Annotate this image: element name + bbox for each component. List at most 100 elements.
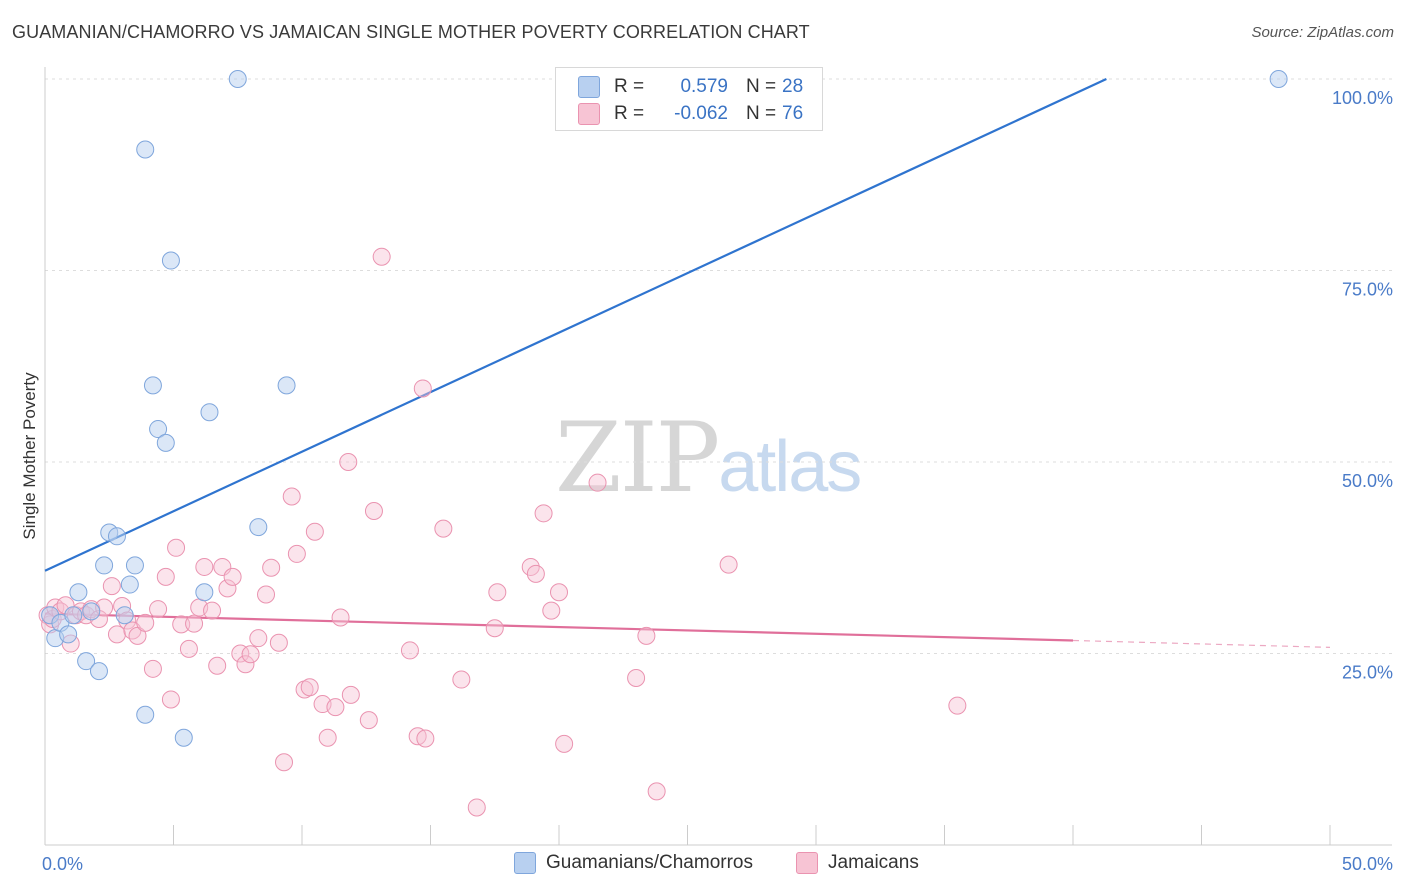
series-swatch-blue [514,852,536,874]
legend-row-jamaican: R = -0.062 N = 76 [578,101,803,127]
watermark-atlas: atlas [718,427,862,507]
series-name-guamanian: Guamanians/Chamorros [546,852,753,873]
data-point-jamaican [434,519,453,538]
data-point-guamanian [115,606,134,625]
series-name-jamaican: Jamaicans [828,852,919,873]
data-point-jamaican [300,678,319,697]
data-point-jamaican [416,729,435,748]
legend-r-label: R = [614,103,645,124]
data-point-guamanian [277,376,296,395]
data-point-jamaican [588,473,607,492]
data-point-jamaican [167,538,186,557]
y-tick-label: 25.0% [1342,663,1393,683]
data-point-jamaican [275,753,294,772]
data-point-jamaican [467,798,486,817]
data-point-guamanian [161,251,180,270]
grid-layer [45,78,1392,654]
data-point-jamaican [555,734,574,753]
data-point-jamaican [318,728,337,747]
data-point-jamaican [341,685,360,704]
data-point-guamanian [136,140,155,159]
data-point-jamaican [719,555,738,574]
data-point-jamaican [102,577,121,596]
data-point-guamanian [174,728,193,747]
data-point-guamanian [136,705,155,724]
data-point-jamaican [364,502,383,521]
data-point-jamaican [262,558,281,577]
legend-r-value: -0.062 [674,103,728,124]
data-point-jamaican [161,690,180,709]
label-layer: 25.0% 50.0% 75.0% 100.0% 0.0% 50.0% Single Mot… [20,88,1393,874]
y-axis-label: Single Mother Poverty [20,372,39,540]
trend-layer [44,78,1331,648]
x-tick-label: 50.0% [1342,854,1393,874]
data-point-jamaican [305,522,324,541]
data-point-guamanian [107,527,126,546]
data-point-guamanian [149,420,168,439]
data-point-jamaican [452,670,471,689]
data-point-guamanian [156,433,175,452]
data-point-jamaican [339,453,358,471]
data-point-jamaican [231,644,250,663]
data-point-jamaican [156,567,175,586]
data-point-jamaican [647,782,666,801]
data-point-jamaican [208,656,227,675]
data-point-jamaican [331,608,350,627]
data-point-jamaican [526,564,545,583]
y-tick-label: 100.0% [1332,88,1393,108]
data-point-jamaican [257,585,276,604]
data-point-jamaican [637,626,656,645]
legend-n-value: 28 [782,76,804,97]
data-point-guamanian [125,556,144,575]
data-point-jamaican [948,696,967,715]
data-point-jamaican [249,629,268,648]
data-point-guamanian [120,575,139,594]
watermark-zip: ZIP [555,402,720,514]
data-point-jamaican [287,544,306,563]
data-point-guamanian [228,70,247,88]
data-point-guamanian [249,518,268,537]
data-point-jamaican [236,655,255,674]
data-point-guamanian [64,606,83,625]
legend-swatch-pink [578,103,600,125]
trendline-guamanian [44,78,1107,572]
data-point-jamaican [185,614,204,633]
chart-title: GUAMANIAN/CHAMORRO VS JAMAICAN SINGLE MO… [12,22,810,42]
data-point-jamaican [179,639,198,658]
data-point-guamanian [59,625,78,644]
data-point-guamanian [1269,70,1288,88]
axis-layer [44,67,1392,846]
stats-legend: R = 0.579 N = 28 R = -0.062 N = 76 [555,67,823,131]
y-tick-label: 50.0% [1342,471,1393,491]
points-layer [38,70,1288,817]
data-point-guamanian [82,602,101,621]
legend-n-label: N = [746,76,777,97]
y-tick-label: 75.0% [1342,280,1393,300]
source-label: Source: ZipAtlas.com [1251,24,1394,41]
data-point-jamaican [485,619,504,638]
x-tick-label: 0.0% [42,854,83,874]
data-point-jamaican [534,504,553,523]
data-point-guamanian [143,376,162,395]
data-point-guamanian [89,662,108,681]
data-point-guamanian [69,583,88,602]
data-point-jamaican [282,487,301,506]
data-point-guamanian [77,652,96,671]
legend-r-value: 0.579 [680,76,728,97]
data-point-jamaican [203,601,222,620]
data-point-jamaican [542,601,561,620]
data-point-jamaican [136,613,155,632]
data-point-jamaican [107,625,126,644]
series-swatch-pink [796,852,818,874]
trendline-jamaican-extension [1072,639,1331,648]
data-point-jamaican [413,379,432,398]
legend-n-value: 76 [782,103,804,124]
data-point-jamaican [241,645,260,664]
data-point-jamaican [359,711,378,730]
data-point-jamaican [143,659,162,678]
series-legend-guamanian: Guamanians/Chamorros [514,852,753,874]
data-point-jamaican [550,583,568,602]
data-point-jamaican [269,633,288,652]
legend-swatch-blue [578,76,600,98]
